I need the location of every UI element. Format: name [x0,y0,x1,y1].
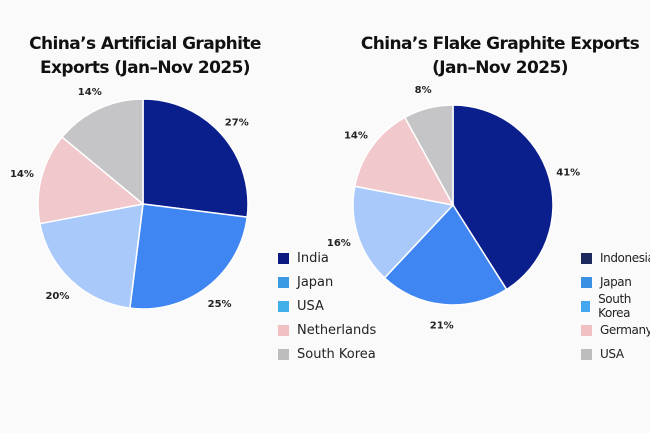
title-line: China’s Flake Graphite Exports [360,34,640,54]
pie-slice-japan [129,203,249,310]
data-label: 14% [344,130,368,141]
data-label: 27% [225,117,249,128]
legend-flake: Indonesia Japan South Korea Germany USA [581,246,650,366]
legend-label: Germany [600,323,650,337]
legend-swatch [278,348,289,360]
legend-swatch [278,324,289,336]
data-label: 20% [45,291,69,302]
data-label: 14% [10,169,34,180]
data-label: 41% [556,168,580,179]
pie-slice-south-korea [352,185,455,279]
legend-item: Netherlands [278,318,376,342]
legend-artificial: India Japan USA Netherlands South Korea [278,246,376,366]
legend-item: Germany [581,318,650,342]
legend-item: India [278,246,376,270]
legend-swatch [581,348,592,360]
data-label: 8% [415,85,432,96]
pie-slice-usa [38,203,144,310]
data-label: 14% [78,87,102,98]
pie-slice-japan [383,203,508,306]
legend-swatch [278,252,289,264]
pie-slice-india [142,98,249,218]
legend-label: Indonesia [600,251,650,265]
legend-label: Netherlands [297,322,377,338]
legend-swatch [581,252,592,264]
title-line: China’s Artificial Graphite [29,34,261,54]
legend-swatch [581,300,591,312]
legend-item: South Korea [581,292,650,320]
legend-item: Japan [581,270,650,294]
legend-label: South Korea [297,346,376,362]
legend-item: Japan [278,270,376,294]
legend-swatch [278,300,289,312]
data-label: 25% [208,299,232,310]
pie-slice-south-korea [61,98,144,206]
chart-title-flake: China’s Flake Graphite Exports (Jan–Nov … [350,32,650,80]
legend-label: India [297,250,329,266]
legend-swatch [581,276,592,288]
legend-item: USA [278,294,376,318]
pie-slice-germany [353,116,455,207]
chart-title-artificial: China’s Artificial Graphite Exports (Jan… [0,32,290,80]
title-line: Exports (Jan–Nov 2025) [40,58,251,78]
legend-label: USA [600,347,624,361]
legend-label: Japan [600,275,632,289]
legend-swatch [581,324,592,336]
legend-item: USA [581,342,650,366]
legend-label: South Korea [598,292,631,320]
legend-item: Indonesia [581,246,650,270]
legend-swatch [278,276,289,288]
data-label: 21% [430,320,454,331]
title-line: (Jan–Nov 2025) [432,58,568,78]
legend-label: USA [297,298,324,314]
legend-item: South Korea [278,342,376,366]
pie-slice-usa [403,104,454,206]
legend-label: Japan [297,274,334,290]
data-label: 16% [327,238,351,249]
pie-slice-netherlands [37,136,145,225]
